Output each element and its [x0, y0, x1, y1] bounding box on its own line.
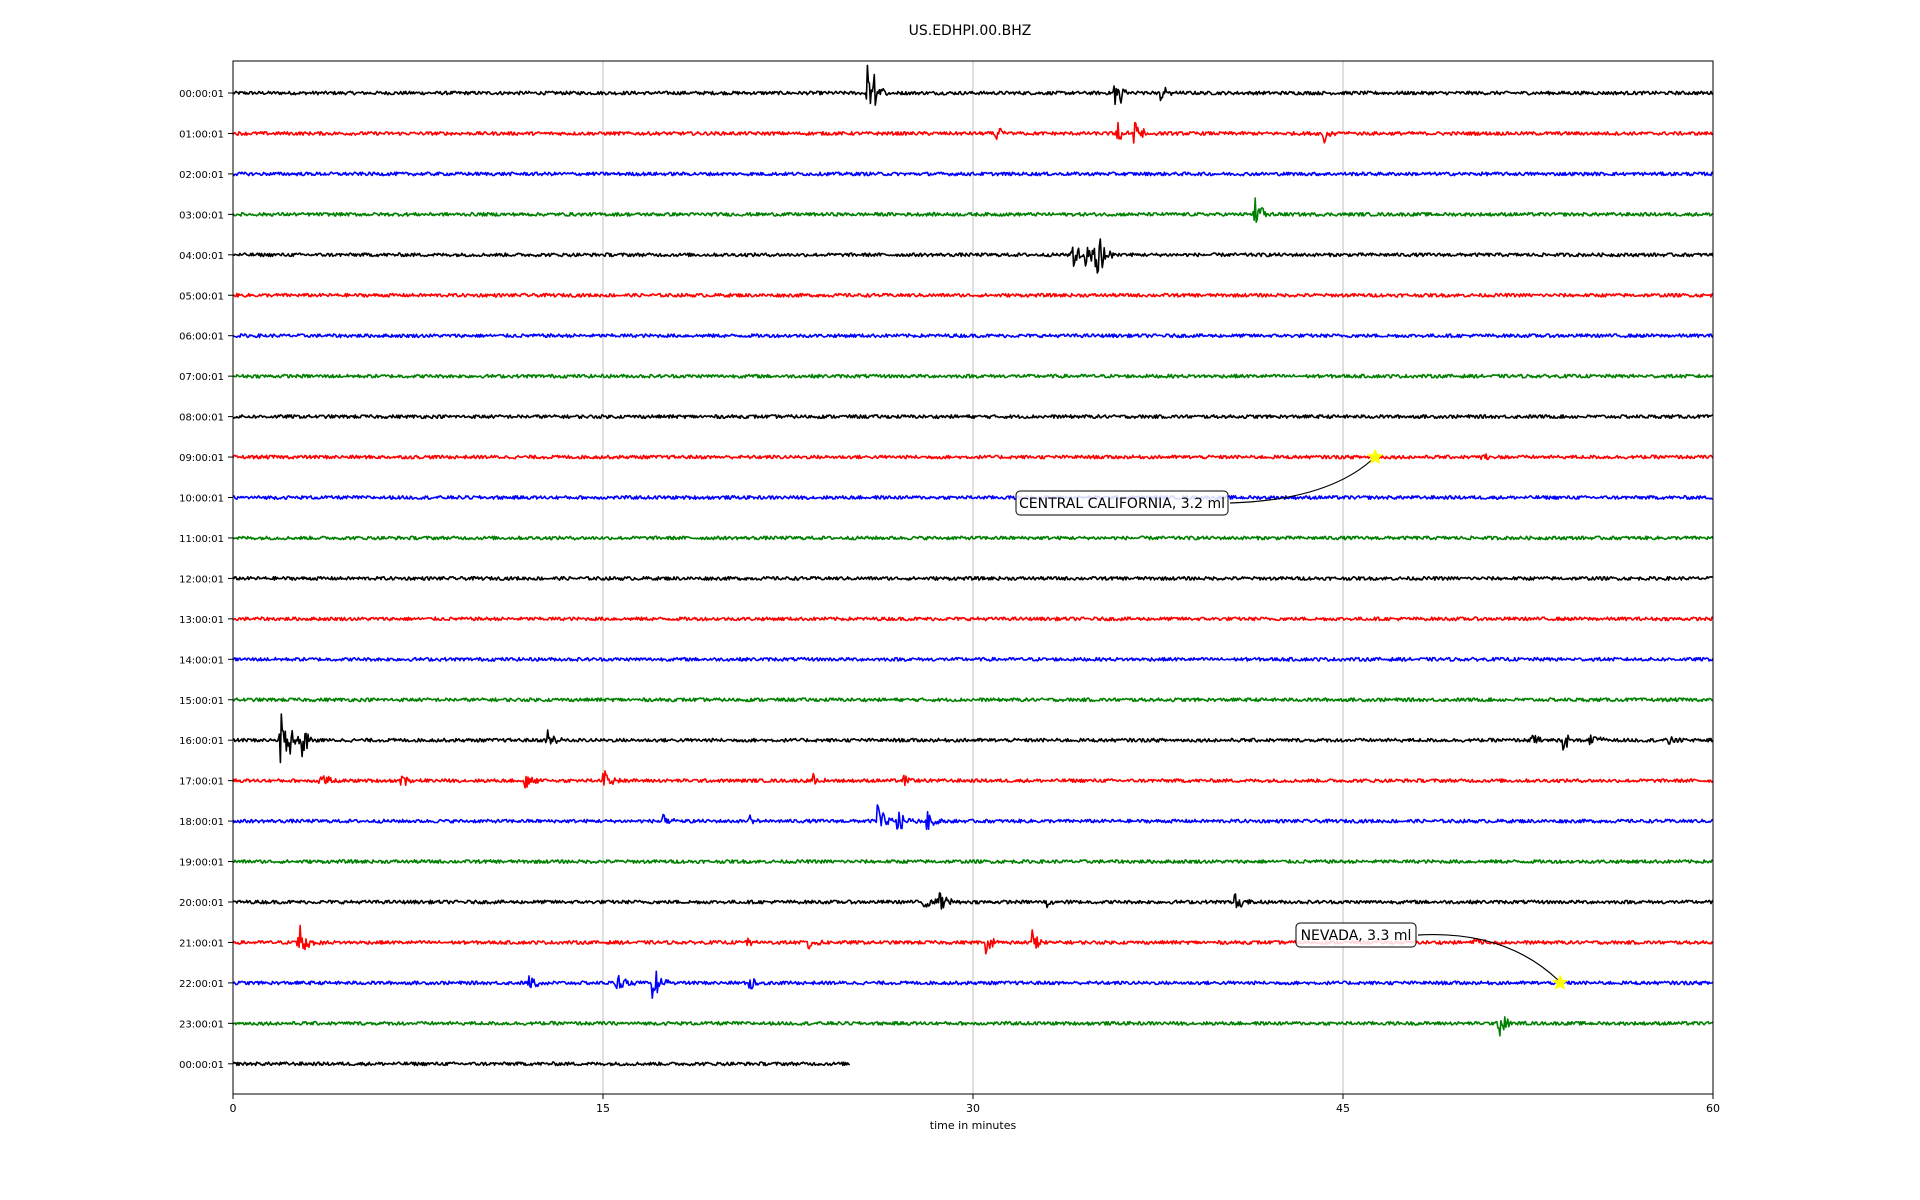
row-label: 06:00:01 — [179, 332, 224, 343]
row-label: 08:00:01 — [179, 413, 224, 424]
row-labels: 00:00:01 01:00:01 02:00:01 03:00:01 04:00:01… — [179, 89, 233, 1071]
row-label: 15:00:01 — [179, 696, 224, 707]
x-tick-label: 30 — [966, 1102, 980, 1115]
trace-row — [232, 1061, 851, 1067]
row-label: 09:00:01 — [179, 453, 224, 464]
trace-row — [232, 697, 1714, 703]
row-label: 23:00:01 — [179, 1019, 224, 1030]
row-label: 04:00:01 — [179, 251, 224, 262]
row-label: 00:00:01 — [179, 1060, 224, 1071]
annotation-label: NEVADA, 3.3 ml — [1301, 928, 1412, 944]
annotations-group: CENTRAL CALIFORNIA, 3.2 ml NEVADA, 3.3 ml — [1015, 448, 1569, 990]
trace-row — [232, 171, 1714, 177]
trace-row — [232, 770, 1714, 789]
trace-row — [232, 414, 1714, 420]
trace-row — [232, 535, 1714, 541]
trace-row — [232, 804, 1714, 830]
trace-row — [232, 64, 1714, 106]
row-label: 10:00:01 — [179, 494, 224, 505]
trace-row — [232, 713, 1714, 764]
chart-title: US.EDHPI.00.BHZ — [909, 23, 1032, 39]
row-label: 12:00:01 — [179, 574, 224, 585]
trace-row — [232, 495, 1714, 500]
row-label: 11:00:01 — [179, 534, 224, 545]
trace-row — [232, 892, 1714, 910]
trace-row — [232, 197, 1714, 223]
trace-row — [232, 333, 1714, 339]
row-label: 18:00:01 — [179, 817, 224, 828]
row-label: 16:00:01 — [179, 736, 224, 747]
annotation-label: CENTRAL CALIFORNIA, 3.2 ml — [1019, 496, 1225, 512]
row-label: 14:00:01 — [179, 655, 224, 666]
traces-group — [232, 64, 1714, 1067]
row-label: 01:00:01 — [179, 129, 224, 140]
trace-row — [232, 292, 1714, 298]
trace-row — [232, 121, 1714, 144]
row-label: 20:00:01 — [179, 898, 224, 909]
trace-row — [232, 1016, 1714, 1037]
trace-row — [232, 970, 1714, 999]
x-axis-label: time in minutes — [930, 1119, 1017, 1132]
row-label: 03:00:01 — [179, 210, 224, 221]
trace-row — [232, 656, 1714, 662]
event-star-icon — [1551, 974, 1569, 990]
plot-frame — [232, 60, 1714, 1095]
row-label: 17:00:01 — [179, 777, 224, 788]
x-axis-ticks: 0 15 30 45 60 — [230, 1094, 1720, 1115]
trace-row — [232, 575, 1714, 581]
row-label: 07:00:01 — [179, 372, 224, 383]
row-label: 13:00:01 — [179, 615, 224, 626]
x-tick-label: 0 — [230, 1102, 237, 1115]
row-label: 19:00:01 — [179, 858, 224, 869]
event-star-icon — [1366, 448, 1384, 465]
annotation-box — [1295, 922, 1417, 948]
x-tick-label: 15 — [596, 1102, 610, 1115]
row-label: 00:00:01 — [179, 89, 224, 100]
row-label: 05:00:01 — [179, 291, 224, 302]
x-tick-label: 60 — [1706, 1102, 1720, 1115]
annotation-connector — [1229, 456, 1376, 504]
trace-row — [232, 616, 1714, 622]
x-tick-label: 45 — [1336, 1102, 1350, 1115]
row-label: 21:00:01 — [179, 938, 224, 949]
annotation-box — [1015, 490, 1229, 516]
trace-row — [232, 924, 1714, 955]
row-label: 22:00:01 — [179, 979, 224, 990]
trace-row — [232, 859, 1714, 865]
annotation-connector — [1417, 933, 1559, 981]
trace-row — [232, 453, 1714, 461]
trace-row — [232, 238, 1714, 274]
trace-row — [232, 373, 1714, 379]
row-label: 02:00:01 — [179, 170, 224, 181]
